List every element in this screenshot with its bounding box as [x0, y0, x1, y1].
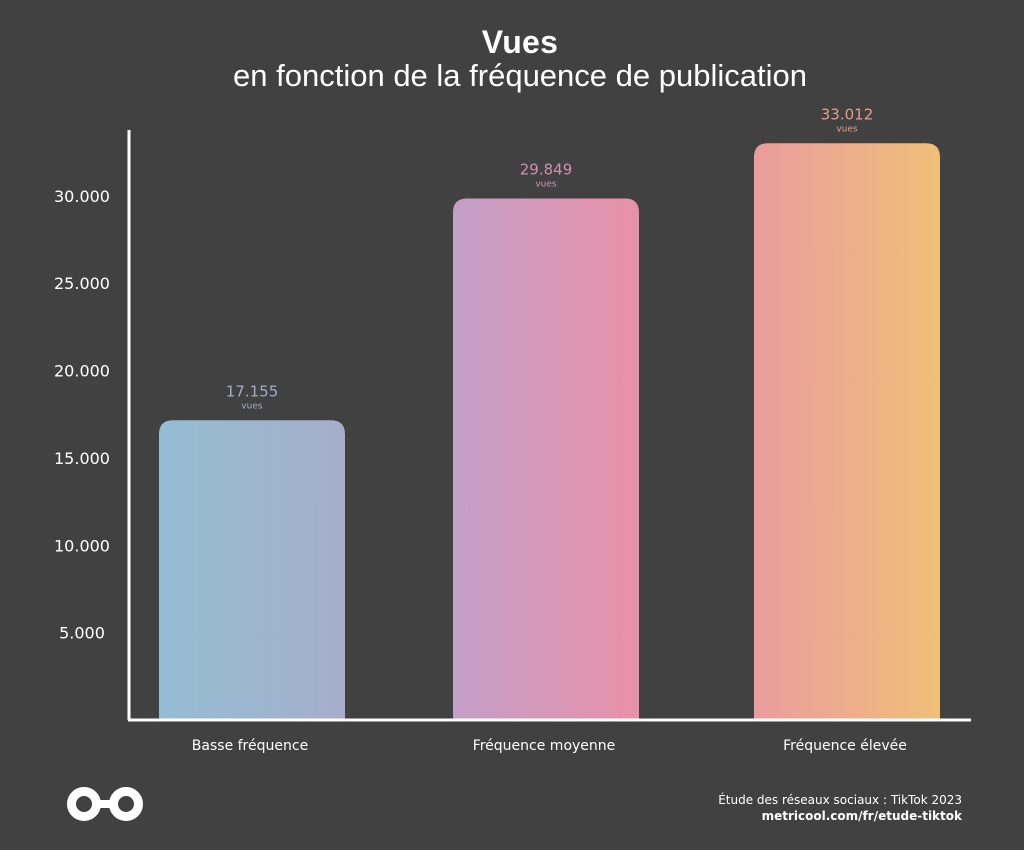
source-url: metricool.com/fr/etude-tiktok	[761, 809, 962, 823]
y-axis-ticks: 5.000 10.000 15.000 20.000 25.000 30.000	[54, 187, 110, 643]
source-text: Étude des réseaux sociaux : TikTok 2023	[718, 793, 962, 807]
y-tick-label: 15.000	[54, 449, 110, 468]
value-label: 17.155	[226, 382, 279, 400]
y-tick-label: 20.000	[54, 362, 110, 381]
y-tick-label: 25.000	[54, 274, 110, 293]
y-tick-label: 5.000	[59, 624, 105, 643]
bars-group	[159, 143, 940, 721]
y-tick-label: 10.000	[54, 536, 110, 555]
value-label: 29.849	[520, 161, 573, 179]
x-tick-label: Fréquence moyenne	[473, 738, 616, 754]
metricool-infinity-icon	[64, 786, 146, 826]
value-unit-label: vues	[241, 401, 263, 411]
value-label: 33.012	[821, 105, 874, 123]
y-tick-label: 30.000	[54, 187, 110, 206]
source-note: Étude des réseaux sociaux : TikTok 2023 …	[718, 792, 962, 824]
x-tick-label: Basse fréquence	[192, 738, 308, 754]
x-tick-label: Fréquence élevée	[783, 738, 907, 754]
chart-title: Vues	[481, 24, 559, 60]
bar-3	[754, 143, 940, 721]
chart-subtitle: en fonction de la fréquence de publicati…	[233, 58, 807, 93]
bar-2	[453, 198, 639, 721]
bar-1	[159, 420, 345, 720]
value-unit-label: vues	[836, 124, 858, 134]
x-axis-ticks: Basse fréquence Fréquence moyenne Fréquenc…	[192, 738, 907, 754]
value-unit-label: vues	[535, 180, 557, 190]
